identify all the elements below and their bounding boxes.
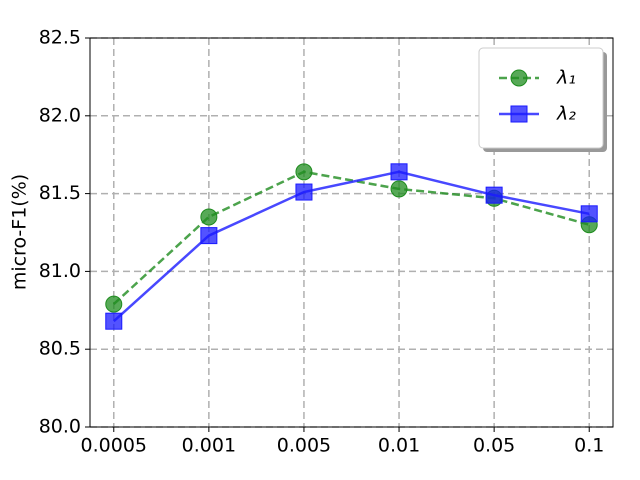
y-tick-label: 81.5 bbox=[39, 182, 81, 204]
y-tick-label: 81.0 bbox=[39, 260, 81, 282]
x-tick-label: 0.001 bbox=[182, 435, 236, 457]
x-tick-label: 0.01 bbox=[378, 435, 420, 457]
y-tick-label: 82.5 bbox=[39, 27, 81, 49]
legend-label: λ₂ bbox=[556, 103, 576, 125]
point bbox=[390, 163, 408, 181]
point bbox=[390, 180, 408, 198]
legend-label: λ₁ bbox=[556, 67, 576, 89]
plot-frame bbox=[89, 37, 614, 428]
legend-marker bbox=[510, 69, 528, 87]
point bbox=[200, 227, 218, 245]
y-axis-label: micro-F1(%) bbox=[9, 174, 31, 290]
x-tick-label: 0.1 bbox=[574, 435, 604, 457]
point bbox=[295, 163, 313, 181]
x-tick-label: 0.005 bbox=[277, 435, 331, 457]
legend-marker bbox=[510, 105, 528, 123]
x-tick-label: 0.05 bbox=[473, 435, 515, 457]
series-line bbox=[112, 170, 590, 323]
point bbox=[485, 186, 503, 204]
y-tick-label: 82.0 bbox=[39, 104, 81, 126]
legend-box bbox=[478, 47, 604, 149]
point bbox=[200, 208, 218, 226]
x-tick-label: 0.0005 bbox=[81, 435, 147, 457]
point bbox=[105, 312, 123, 330]
legend: λ₁ λ₂ bbox=[478, 47, 607, 152]
series-line bbox=[112, 170, 590, 305]
point bbox=[105, 295, 123, 313]
point bbox=[295, 183, 313, 201]
y-tick-label: 80.5 bbox=[39, 338, 81, 360]
y-tick-label: 80.0 bbox=[39, 416, 81, 438]
point bbox=[580, 205, 598, 223]
